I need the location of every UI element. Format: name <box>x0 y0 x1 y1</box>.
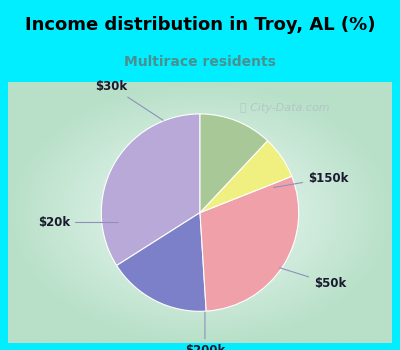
Text: $50k: $50k <box>280 268 346 290</box>
Wedge shape <box>117 212 206 311</box>
Text: $200k: $200k <box>185 312 225 350</box>
Text: $30k: $30k <box>95 80 163 120</box>
Wedge shape <box>200 114 268 212</box>
Text: $20k: $20k <box>38 216 118 229</box>
Text: Income distribution in Troy, AL (%): Income distribution in Troy, AL (%) <box>25 16 375 34</box>
Text: ⓘ City-Data.com: ⓘ City-Data.com <box>240 103 329 113</box>
Text: $150k: $150k <box>274 172 348 188</box>
Wedge shape <box>101 114 200 266</box>
Wedge shape <box>200 141 292 212</box>
Wedge shape <box>200 176 299 311</box>
Text: Multirace residents: Multirace residents <box>124 55 276 69</box>
